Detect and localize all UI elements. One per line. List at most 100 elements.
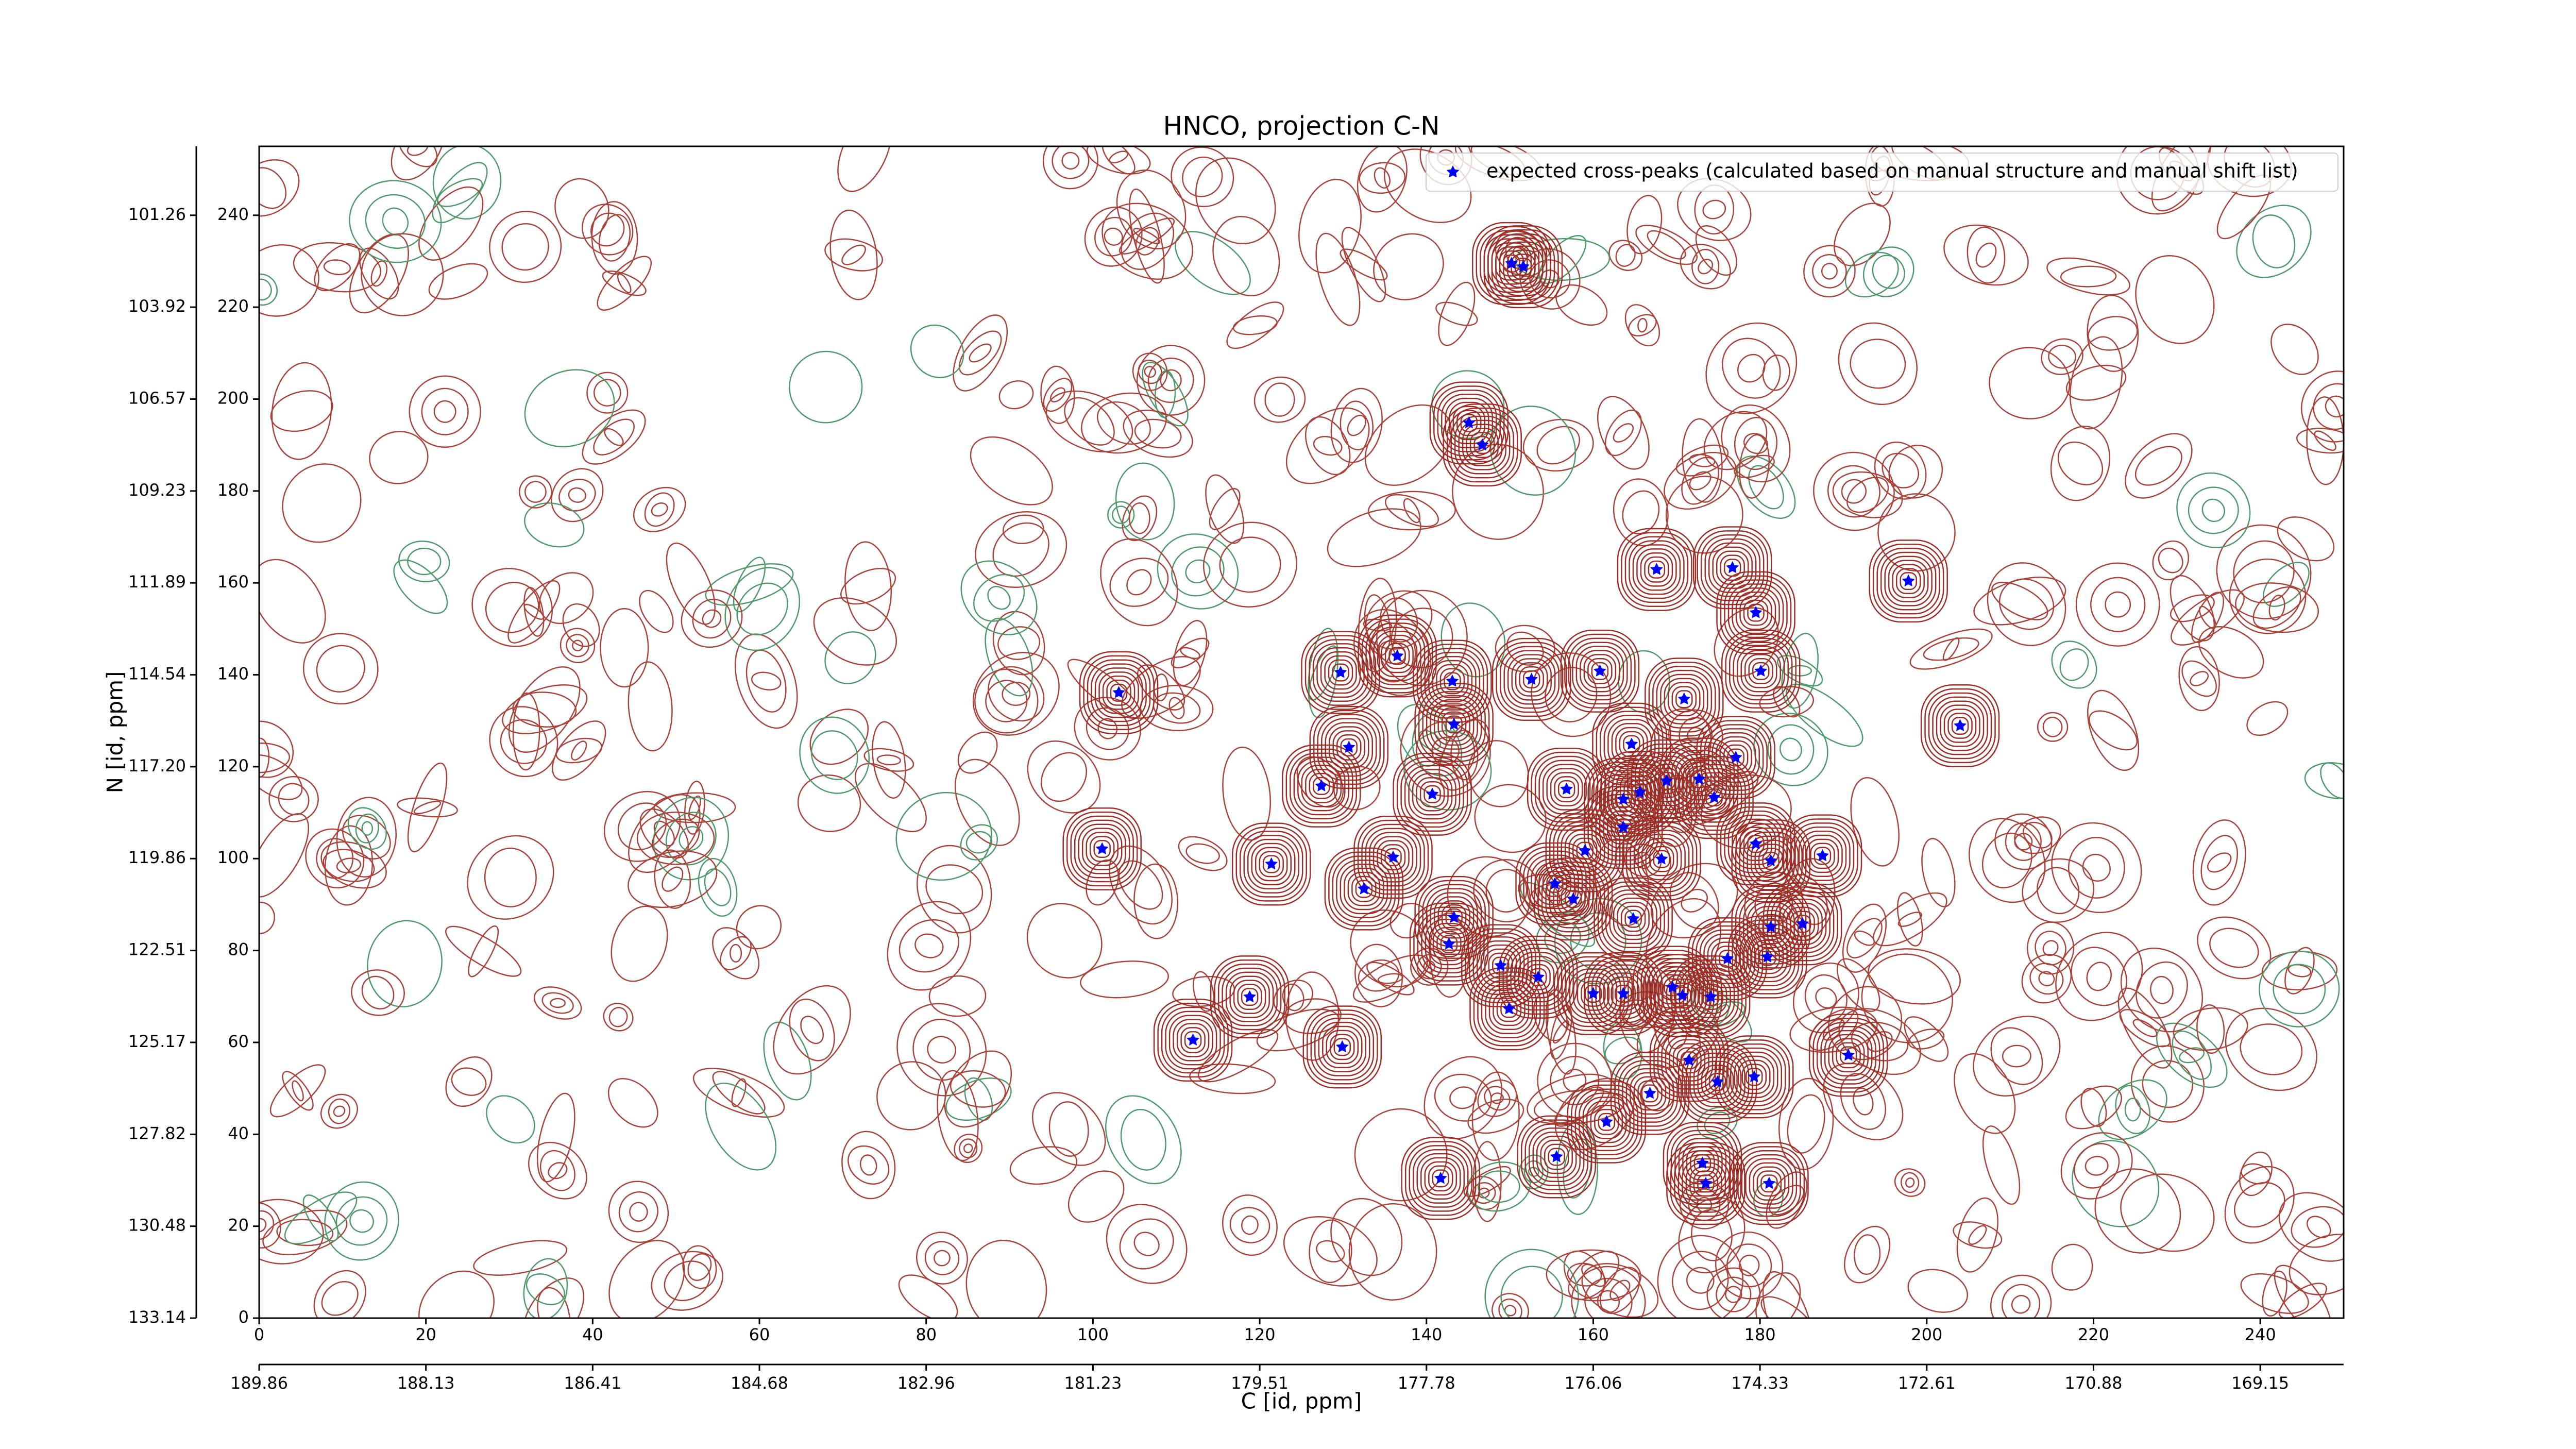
noise-contour (1705, 322, 1798, 414)
noise-contour (489, 706, 558, 778)
peak-contour (1590, 1104, 1623, 1139)
noise-contour (2048, 344, 2077, 369)
peak-contour (1522, 670, 1540, 688)
peak-contour (1739, 928, 1795, 986)
noise-contour (541, 992, 574, 1014)
peak-contour (1492, 637, 1571, 721)
noise-contour (2313, 383, 2344, 430)
legend-box (1426, 153, 2338, 192)
noise-contour (1313, 435, 1343, 456)
noise-contour (489, 211, 562, 283)
y-tick-label: 40 (228, 1123, 249, 1143)
noise-contour (548, 1162, 568, 1180)
peak-contour (1760, 1174, 1778, 1193)
peak-contour (1316, 647, 1365, 698)
peak-contour (1888, 560, 1929, 602)
peak-contour (1515, 662, 1548, 697)
noise-contour (1909, 628, 1993, 670)
noise-contour (1471, 1071, 1520, 1161)
noise-contour (519, 475, 552, 509)
noise-contour (896, 1003, 987, 1097)
y-tick-label: 200 (217, 388, 249, 408)
peak-marker (1729, 751, 1742, 763)
peak-contour (1524, 1123, 1588, 1190)
noise-contour (473, 1240, 568, 1276)
noise-contour (1698, 259, 1714, 275)
peak-contour (1615, 727, 1648, 762)
peak-contour (1498, 935, 1578, 1019)
noise-contour (523, 603, 545, 620)
noise-contour (887, 901, 972, 991)
peak-contour (1647, 958, 1718, 1033)
peak-marker (1902, 574, 1915, 587)
peak-marker (1386, 850, 1400, 863)
noise-contour (2150, 975, 2174, 1004)
peak-marker (1692, 772, 1706, 785)
peak-contour (1747, 935, 1788, 979)
peak-contour (1748, 658, 1773, 684)
noise-contour (538, 572, 594, 625)
noise-contour (1366, 962, 1415, 996)
peak-marker (1617, 793, 1630, 805)
peak-contour (1836, 1042, 1861, 1069)
peak-contour (1742, 831, 1799, 890)
noise-contour (1120, 1108, 1166, 1171)
peak-contour (1518, 956, 1558, 999)
peak-contour (1237, 984, 1262, 1010)
peak-contour (1656, 669, 1713, 729)
peak-contour (1336, 860, 1392, 918)
peak-contour (1452, 406, 1486, 441)
noise-contour (964, 1077, 993, 1121)
noise-contour (2011, 1295, 2031, 1314)
peak-contour (1433, 703, 1475, 746)
noise-contour (1049, 387, 1065, 402)
noise-contour (959, 1138, 978, 1158)
noise-contour (278, 783, 310, 816)
noise-contour (608, 1007, 628, 1027)
peak-contour (1235, 827, 1307, 902)
noise-contour (2042, 940, 2059, 956)
noise-contour (1923, 637, 1979, 661)
noise-contour (736, 905, 782, 950)
peak-contour (1928, 692, 1992, 760)
peak-contour (1741, 1154, 1798, 1213)
noise-contour (681, 589, 743, 648)
noise-contour (1359, 162, 1406, 194)
noise-contour (2115, 1085, 2150, 1135)
noise-contour (2268, 595, 2285, 621)
peak-contour (1735, 591, 1776, 634)
noise-contour (2259, 950, 2340, 1027)
noise-contour (533, 986, 582, 1020)
noise-contour (789, 998, 835, 1062)
peak-contour (1332, 730, 1365, 765)
noise-contour (276, 1219, 334, 1246)
noise-contour (597, 256, 652, 311)
peak-contour (1466, 428, 1499, 462)
peak-contour (1553, 952, 1633, 1035)
noise-contour (507, 580, 561, 644)
noise-contour (1067, 1170, 1125, 1223)
noise-contour (409, 375, 481, 448)
peak-contour (1707, 728, 1764, 787)
peak-contour (1787, 818, 1858, 894)
peak-contour (1477, 975, 1541, 1042)
peak-contour (1621, 532, 1692, 607)
noise-contour (799, 716, 870, 794)
noise-contour (1147, 357, 1194, 403)
noise-contour (1504, 1305, 1517, 1317)
noise-contour (259, 813, 310, 898)
noise-contour (2209, 928, 2259, 968)
peak-contour (1668, 682, 1701, 717)
peak-contour (1282, 744, 1361, 828)
noise-contour (705, 1082, 777, 1171)
noise-contour (1118, 217, 1175, 255)
noise-contour (2289, 1234, 2344, 1295)
peak-contour (1597, 881, 1669, 956)
noise-contour (1766, 1171, 1808, 1229)
noise-contour (1773, 686, 1801, 718)
peak-contour (1745, 1068, 1763, 1086)
noise-contour (1348, 1203, 1437, 1301)
noise-contour (2188, 486, 2239, 534)
peak-contour (1241, 988, 1259, 1006)
peak-marker (1567, 892, 1580, 905)
